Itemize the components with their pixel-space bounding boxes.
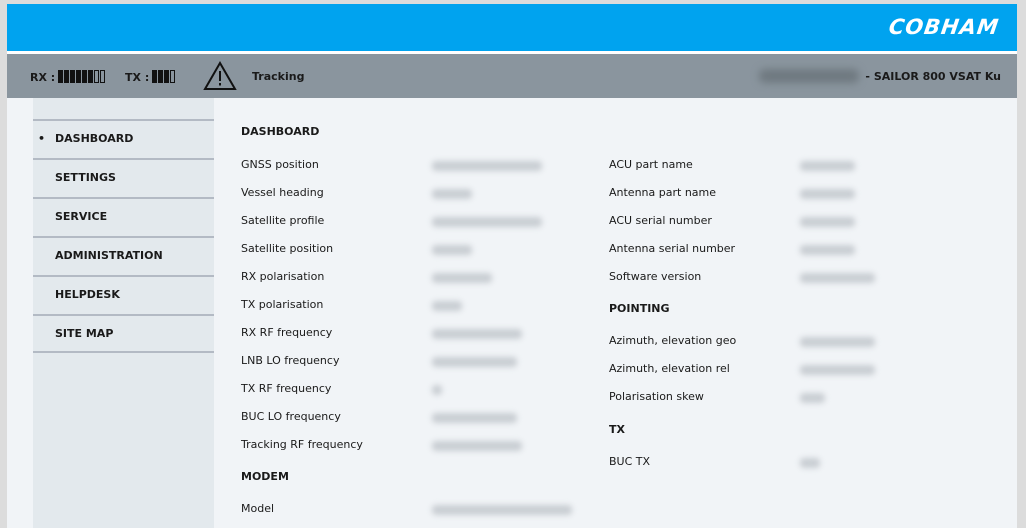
sidebar-item-settings[interactable]: SETTINGS (33, 158, 214, 197)
rx-signal-bar (64, 70, 70, 83)
tx-signal-bar (158, 70, 164, 83)
tx-signal-bar (170, 70, 176, 83)
sidebar-item-label: HELPDESK (55, 288, 120, 301)
status-row-label: Satellite profile (241, 214, 325, 227)
info-row-value-redacted (800, 273, 875, 283)
tx-row-label: BUC TX (609, 455, 651, 468)
status-row-label: RX RF frequency (241, 326, 333, 339)
cobham-logo: COBHAM (887, 15, 1001, 39)
rx-indicator: RX : (30, 70, 106, 84)
status-row-label: TX RF frequency (241, 382, 332, 395)
sidebar-item-label: SITE MAP (55, 327, 114, 340)
rx-signal-bars (58, 70, 106, 83)
status-row-value-redacted (432, 329, 522, 339)
section-title-dashboard: DASHBOARD (241, 125, 320, 138)
info-row-label: Antenna serial number (609, 242, 736, 255)
info-row-value-redacted (800, 189, 855, 199)
device-model: - SAILOR 800 VSAT Ku (865, 70, 1001, 83)
tx-signal-bar (164, 70, 170, 83)
sidebar-item-label: SERVICE (55, 210, 108, 223)
page: COBHAM RX : TX : Tracking - SAILOR 800 V… (7, 4, 1017, 528)
status-row-label: Tracking RF frequency (241, 438, 363, 451)
status-row-value-redacted (432, 217, 542, 227)
sidebar-item-service[interactable]: SERVICE (33, 197, 214, 236)
header-banner: COBHAM (7, 4, 1017, 51)
sidebar-item-dashboard[interactable]: • DASHBOARD (33, 119, 214, 158)
pointing-row-value-redacted (800, 337, 875, 347)
status-row-value-redacted (432, 189, 472, 199)
sidebar-item-label: ADMINISTRATION (55, 249, 163, 262)
status-row-label: GNSS position (241, 158, 319, 171)
warning-triangle-icon (203, 61, 237, 90)
modem-row-label: Model (241, 502, 275, 515)
status-row-value-redacted (432, 357, 517, 367)
rx-label: RX : (30, 71, 56, 84)
sidebar-item-label: SETTINGS (55, 171, 116, 184)
divider (7, 51, 1017, 54)
status-row-value-redacted (432, 441, 522, 451)
rx-signal-bar (70, 70, 76, 83)
status-row-label: Satellite position (241, 242, 334, 255)
section-title-modem: MODEM (241, 470, 289, 483)
info-row-label: ACU serial number (609, 214, 712, 227)
info-row-label: Software version (609, 270, 702, 283)
status-row-value-redacted (432, 385, 442, 395)
status-row-value-redacted (432, 245, 472, 255)
active-bullet: • (38, 132, 46, 145)
info-row-label: ACU part name (609, 158, 693, 171)
section-title-tx: TX (609, 423, 625, 436)
pointing-row-value-redacted (800, 393, 825, 403)
rx-signal-bar (94, 70, 100, 83)
device-name-redacted (759, 69, 859, 83)
info-row-value-redacted (800, 217, 855, 227)
status-row-label: Vessel heading (241, 186, 324, 199)
info-row-value-redacted (800, 245, 855, 255)
status-bar: RX : TX : Tracking - SAILOR 800 VSAT Ku (7, 54, 1017, 98)
sidebar-item-helpdesk[interactable]: HELPDESK (33, 275, 214, 314)
tracking-status: Tracking (252, 70, 305, 83)
info-row-value-redacted (800, 161, 855, 171)
sidebar: • DASHBOARD SETTINGS SERVICE ADMINISTRATION H… (33, 98, 214, 528)
sidebar-item-site-map[interactable]: SITE MAP (33, 314, 214, 353)
status-row-label: RX polarisation (241, 270, 325, 283)
status-row-value-redacted (432, 413, 517, 423)
pointing-row-value-redacted (800, 365, 875, 375)
pointing-row-label: Azimuth, elevation rel (609, 362, 730, 375)
tx-label: TX : (125, 71, 150, 84)
section-title-pointing: POINTING (609, 302, 670, 315)
status-row-label: TX polarisation (241, 298, 324, 311)
status-row-label: LNB LO frequency (241, 354, 340, 367)
pointing-row-label: Azimuth, elevation geo (609, 334, 737, 347)
rx-signal-bar (76, 70, 82, 83)
modem-row-value-redacted (432, 505, 572, 515)
rx-signal-bar (58, 70, 64, 83)
rx-signal-bar (82, 70, 88, 83)
status-row-value-redacted (432, 301, 462, 311)
tx-row-value-redacted (800, 458, 820, 468)
tx-signal-bar (152, 70, 158, 83)
sidebar-item-label: DASHBOARD (55, 132, 134, 145)
rx-signal-bar (100, 70, 106, 83)
info-row-label: Antenna part name (609, 186, 717, 199)
rx-signal-bar (88, 70, 94, 83)
status-row-label: BUC LO frequency (241, 410, 341, 423)
tx-signal-bars (152, 70, 176, 83)
status-row-value-redacted (432, 161, 542, 171)
status-row-value-redacted (432, 273, 492, 283)
pointing-row-label: Polarisation skew (609, 390, 704, 403)
sidebar-item-administration[interactable]: ADMINISTRATION (33, 236, 214, 275)
tx-indicator: TX : (125, 70, 176, 84)
